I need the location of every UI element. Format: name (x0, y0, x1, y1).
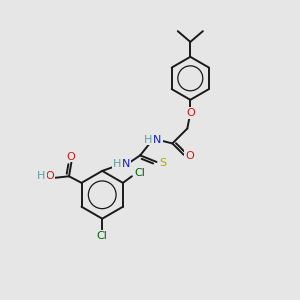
Text: H: H (37, 171, 46, 181)
Text: S: S (160, 158, 167, 168)
Text: O: O (66, 152, 75, 162)
Text: O: O (186, 108, 195, 118)
Text: N: N (122, 159, 130, 169)
Text: Cl: Cl (135, 168, 146, 178)
Text: O: O (45, 171, 54, 181)
Text: O: O (185, 151, 194, 161)
Text: H: H (113, 159, 121, 169)
Text: N: N (153, 134, 162, 145)
Text: H: H (144, 134, 153, 145)
Text: Cl: Cl (97, 231, 108, 241)
